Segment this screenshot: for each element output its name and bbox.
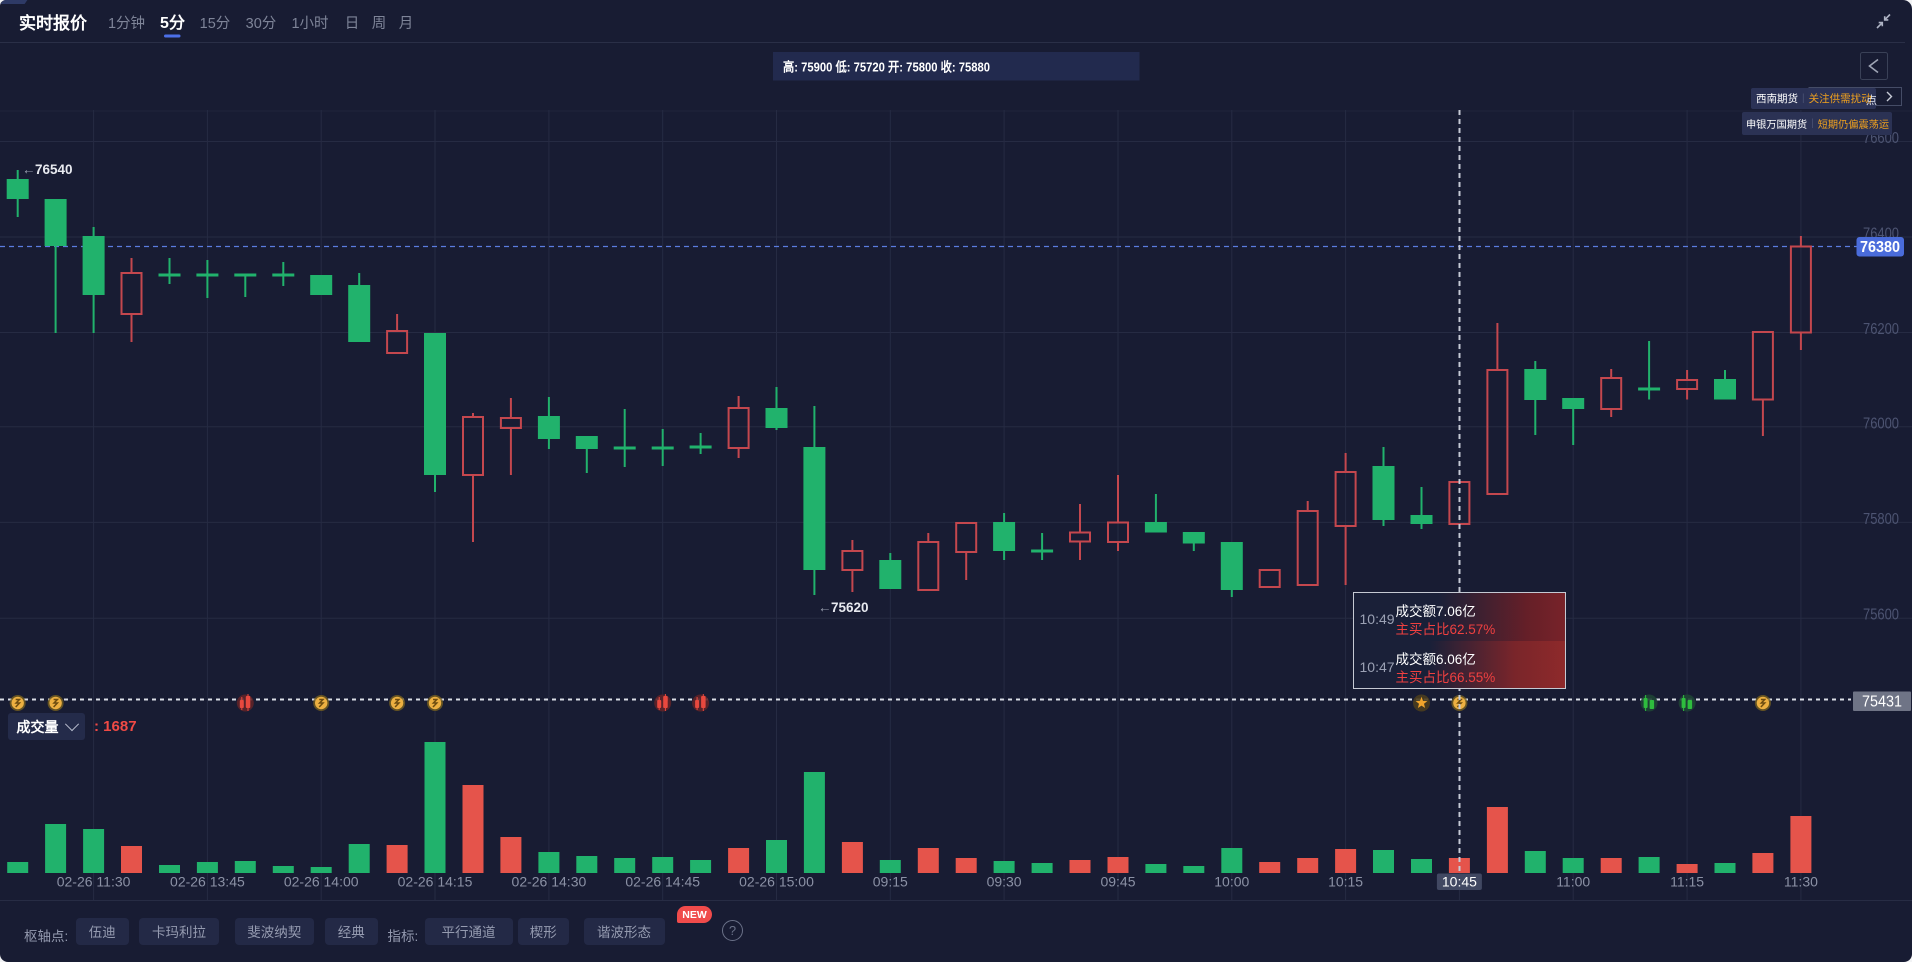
svg-text:11:30: 11:30 xyxy=(1784,874,1818,890)
svg-text:02-26 14:30: 02-26 14:30 xyxy=(512,874,587,890)
svg-text:实时报价: 实时报价 xyxy=(19,13,88,33)
svg-text:10:15: 10:15 xyxy=(1328,874,1363,890)
svg-text:76200: 76200 xyxy=(1863,321,1899,338)
svg-text:09:45: 09:45 xyxy=(1100,874,1135,890)
svg-text:75620: 75620 xyxy=(831,600,869,615)
svg-text:高: 75900 低: 75720 开: 75800 收:: 高: 75900 低: 75720 开: 75800 收: 75880 xyxy=(783,60,990,75)
svg-text:02-26 13:45: 02-26 13:45 xyxy=(170,874,245,890)
svg-text:02-26 15:00: 02-26 15:00 xyxy=(739,874,814,890)
svg-text:10:00: 10:00 xyxy=(1214,874,1249,890)
svg-text:75600: 75600 xyxy=(1863,607,1899,624)
svg-text:15分: 15分 xyxy=(200,15,231,32)
svg-text:10:45: 10:45 xyxy=(1442,874,1477,890)
svg-text:1小时: 1小时 xyxy=(291,15,328,32)
svg-text:02-26 11:30: 02-26 11:30 xyxy=(57,874,131,890)
svg-text:5分: 5分 xyxy=(160,14,185,32)
svg-text:30分: 30分 xyxy=(246,15,277,32)
svg-text:日: 日 xyxy=(345,16,360,32)
svg-text:1分钟: 1分钟 xyxy=(108,15,145,32)
svg-text:09:30: 09:30 xyxy=(987,874,1022,890)
svg-text:02-26 14:15: 02-26 14:15 xyxy=(398,874,473,890)
svg-text:02-26 14:45: 02-26 14:45 xyxy=(625,874,700,890)
svg-text:月: 月 xyxy=(399,16,414,32)
svg-text:76000: 76000 xyxy=(1863,415,1899,432)
svg-text:09:15: 09:15 xyxy=(873,874,908,890)
svg-text:76540: 76540 xyxy=(35,162,73,177)
svg-text:11:15: 11:15 xyxy=(1670,874,1704,890)
svg-text:周: 周 xyxy=(372,16,387,32)
svg-text:←: ← xyxy=(22,162,36,177)
svg-text:75431: 75431 xyxy=(1862,694,1902,711)
svg-text:75800: 75800 xyxy=(1863,511,1899,528)
svg-text:02-26 14:00: 02-26 14:00 xyxy=(284,874,359,890)
svg-text:←: ← xyxy=(818,600,832,615)
svg-text:76380: 76380 xyxy=(1860,239,1900,256)
svg-text:11:00: 11:00 xyxy=(1556,874,1590,890)
